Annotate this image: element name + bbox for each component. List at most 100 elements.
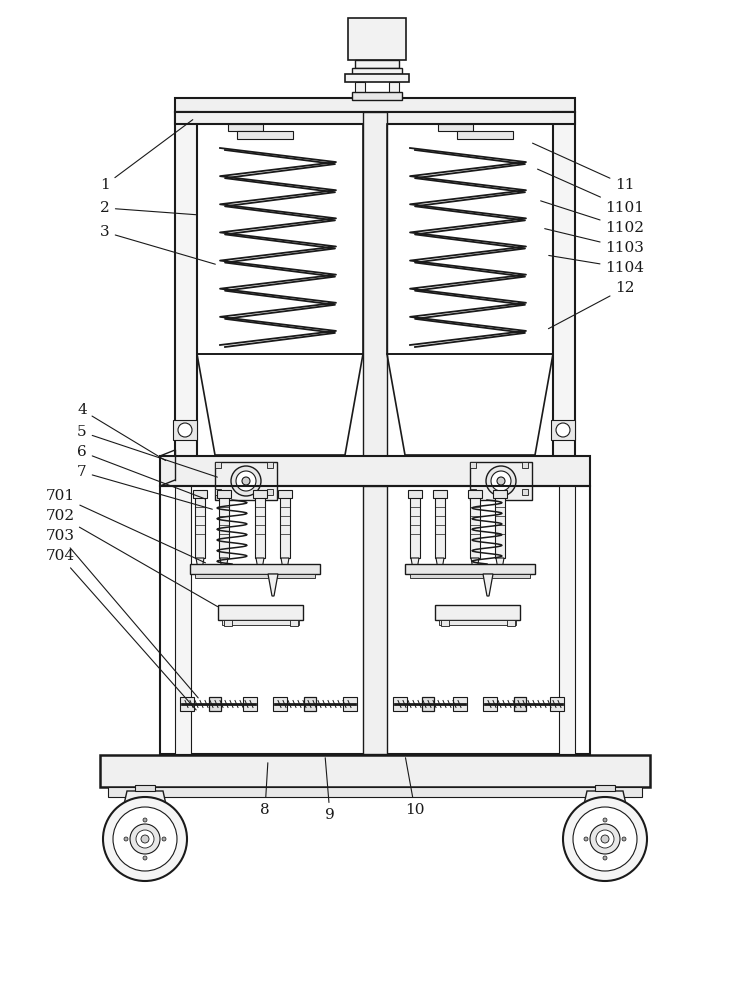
Circle shape	[601, 835, 609, 843]
Bar	[363, 486, 387, 754]
Bar	[514, 697, 526, 711]
Bar	[493, 490, 507, 498]
Text: 8: 8	[260, 763, 270, 817]
Bar	[522, 462, 528, 468]
Bar	[363, 112, 387, 460]
Circle shape	[486, 466, 516, 496]
Text: 1102: 1102	[541, 201, 644, 235]
Bar	[215, 462, 277, 500]
Bar	[215, 462, 221, 468]
Bar	[393, 697, 407, 711]
Circle shape	[141, 835, 149, 843]
Bar	[175, 112, 575, 124]
Polygon shape	[256, 558, 264, 575]
Bar	[175, 112, 197, 460]
Bar	[253, 490, 267, 498]
Polygon shape	[411, 558, 419, 575]
Bar	[405, 564, 535, 574]
Bar	[422, 697, 434, 711]
Bar	[470, 489, 476, 495]
Bar	[522, 489, 528, 495]
Text: 12: 12	[548, 281, 635, 329]
Polygon shape	[583, 791, 627, 809]
Text: 1104: 1104	[549, 255, 644, 275]
Bar	[355, 60, 399, 68]
Bar	[135, 785, 155, 791]
Bar	[483, 697, 497, 711]
Bar	[408, 490, 422, 498]
Bar	[304, 697, 316, 711]
Text: 6: 6	[77, 445, 206, 499]
Polygon shape	[496, 558, 504, 575]
Bar	[190, 564, 320, 574]
Text: 7: 7	[77, 465, 212, 509]
Circle shape	[124, 837, 128, 841]
Bar	[175, 98, 575, 112]
Circle shape	[491, 471, 511, 491]
Bar	[410, 574, 530, 578]
Bar	[219, 496, 229, 558]
Bar	[345, 74, 409, 82]
Circle shape	[231, 466, 261, 496]
Bar	[215, 489, 221, 495]
Bar	[267, 489, 273, 495]
Polygon shape	[123, 791, 167, 809]
Polygon shape	[483, 574, 493, 596]
Bar	[290, 620, 298, 626]
Bar	[160, 486, 590, 754]
Bar	[278, 490, 292, 498]
Bar	[553, 112, 575, 460]
Bar	[195, 574, 315, 578]
Bar	[460, 112, 468, 124]
Bar	[237, 131, 293, 139]
Bar	[175, 486, 191, 754]
Text: 704: 704	[45, 549, 196, 710]
Bar	[352, 68, 402, 74]
Bar	[100, 755, 650, 787]
Text: 9: 9	[325, 758, 335, 822]
Bar	[173, 420, 197, 440]
Bar	[267, 462, 273, 468]
Bar	[233, 112, 241, 124]
Bar	[470, 462, 532, 500]
Bar	[441, 620, 449, 626]
Bar	[355, 82, 365, 98]
Bar	[468, 490, 482, 498]
Text: 10: 10	[405, 758, 425, 817]
Bar	[195, 496, 205, 558]
Bar	[224, 620, 232, 626]
Bar	[243, 697, 257, 711]
Bar	[439, 620, 516, 625]
Bar	[435, 496, 445, 558]
Bar	[217, 490, 231, 498]
Bar	[435, 605, 520, 620]
Circle shape	[590, 824, 620, 854]
Bar	[438, 124, 473, 131]
Bar	[457, 131, 513, 139]
Circle shape	[103, 797, 187, 881]
Bar	[343, 697, 357, 711]
Bar	[273, 697, 287, 711]
Bar	[551, 420, 575, 440]
Bar	[193, 490, 207, 498]
Text: 11: 11	[533, 143, 635, 192]
Text: 2: 2	[100, 201, 197, 215]
Bar	[255, 496, 265, 558]
Bar	[352, 92, 402, 100]
Bar	[197, 124, 363, 354]
Bar	[433, 490, 447, 498]
Bar	[387, 124, 553, 354]
Text: 4: 4	[77, 403, 165, 461]
Bar	[470, 496, 480, 558]
Bar	[410, 496, 420, 558]
Bar	[443, 112, 451, 124]
Circle shape	[130, 824, 160, 854]
Circle shape	[603, 856, 607, 860]
Text: 702: 702	[45, 509, 218, 607]
Bar	[595, 785, 615, 791]
Circle shape	[584, 837, 588, 841]
Text: 3: 3	[100, 225, 215, 264]
Bar	[495, 496, 505, 558]
Circle shape	[573, 807, 637, 871]
Text: 1103: 1103	[545, 229, 644, 255]
